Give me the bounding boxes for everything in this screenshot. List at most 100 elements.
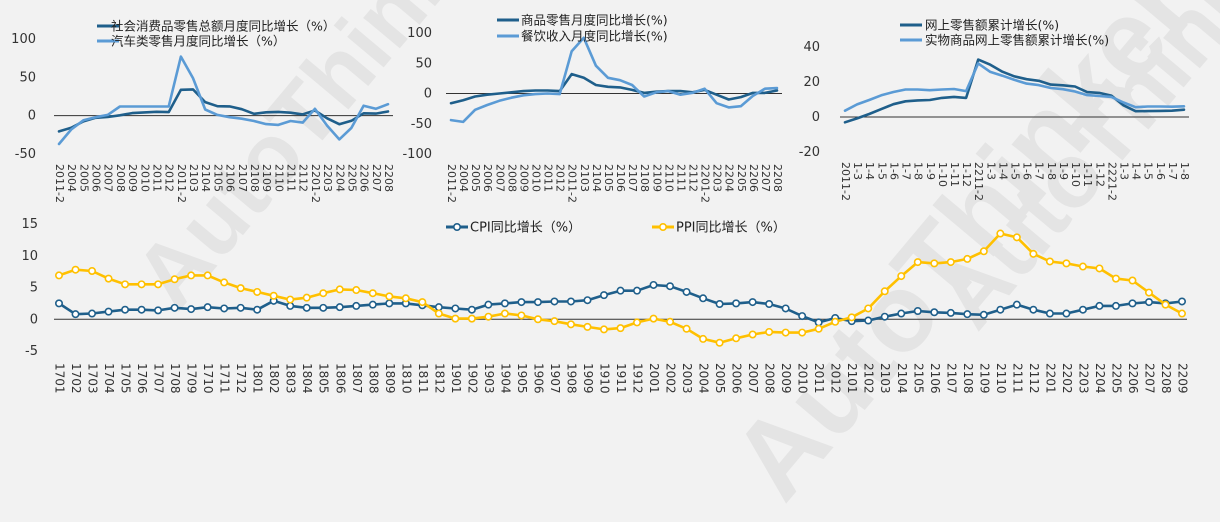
x-tick-label: 1707 <box>152 363 166 394</box>
x-tick-label: 2012 <box>554 164 567 192</box>
x-tick-label: 1-5 <box>875 162 888 180</box>
x-tick-label: 1-8 <box>912 162 925 180</box>
data-point <box>434 309 443 318</box>
data-point <box>550 297 559 306</box>
data-point <box>418 298 427 307</box>
data-point <box>137 305 146 314</box>
legend-label: 社会消费品零售总额月度同比增长（%） <box>111 19 335 34</box>
x-tick-label: 2004 <box>457 164 470 192</box>
cpi-ppi-chart: -5 0 5 10 15 1701 1702 1703 1704 1705 1706 1707 1708… <box>21 217 1189 394</box>
x-tick-label: 2205 <box>1109 363 1123 394</box>
x-tick-label: 2008 <box>763 363 777 394</box>
x-tick-label: 1710 <box>201 363 215 394</box>
data-point <box>633 318 642 327</box>
x-tick-label: 2010 <box>138 164 151 192</box>
data-point <box>253 287 262 296</box>
x-tick-label: 1907 <box>548 363 562 394</box>
x-tick-label: 1807 <box>350 363 364 394</box>
x-tick-label: 2012 <box>829 363 843 394</box>
x-tick-label: 2207 <box>1142 363 1156 394</box>
data-point <box>781 328 790 337</box>
data-point <box>715 338 724 347</box>
data-point <box>781 304 790 313</box>
x-tick-label: 1909 <box>581 363 595 394</box>
data-point <box>566 320 575 329</box>
data-point <box>154 306 163 315</box>
x-tick-label: 2204 <box>333 164 346 192</box>
x-tick-label: 2201 <box>1043 363 1057 394</box>
data-point <box>335 285 344 294</box>
x-tick-label: 1708 <box>168 363 182 394</box>
data-point <box>682 324 691 333</box>
x-tick-label: 1705 <box>119 363 133 394</box>
x-tick-label: 1-8 <box>1045 162 1058 180</box>
data-point <box>1078 305 1087 314</box>
x-tick-label: 1-11 <box>1081 162 1094 187</box>
x-tick-label: 2211-2 <box>972 162 985 201</box>
x-tick-label: 1712 <box>234 363 248 394</box>
legend-label: 商品零售月度同比增长(%) <box>521 13 668 28</box>
data-point <box>1095 264 1104 273</box>
data-point <box>319 289 328 298</box>
data-point <box>550 317 559 326</box>
data-point <box>996 305 1005 314</box>
data-point <box>847 313 856 322</box>
data-point <box>666 317 675 326</box>
legend-label: 餐饮收入月度同比增长(%) <box>521 29 668 44</box>
data-point <box>269 291 278 300</box>
data-point <box>451 304 460 313</box>
x-tick-label: 1711 <box>218 363 232 394</box>
x-tick-label: 1805 <box>317 363 331 394</box>
data-point <box>1161 300 1170 309</box>
x-tick-label: 1-5 <box>1009 162 1022 180</box>
data-point <box>484 300 493 309</box>
x-tick-label: 1911 <box>614 363 628 394</box>
data-point <box>154 280 163 289</box>
x-tick-label: 1904 <box>498 363 512 394</box>
data-point <box>732 299 741 308</box>
data-point <box>666 282 675 291</box>
x-tick-label: 2203 <box>1076 363 1090 394</box>
y-tick-label: -5 <box>25 344 38 359</box>
x-tick-label: 2206 <box>1126 363 1140 394</box>
x-tick-label: 2103 <box>187 164 200 192</box>
x-tick-label: 1910 <box>597 363 611 394</box>
x-tick-label: 2011-2 <box>53 164 66 203</box>
data-point <box>533 315 542 324</box>
x-tick-label: 2111 <box>285 164 298 192</box>
x-tick-label: 1-3 <box>984 162 997 180</box>
data-point <box>946 308 955 317</box>
data-point <box>137 280 146 289</box>
data-point <box>467 314 476 323</box>
data-point <box>1012 300 1021 309</box>
series-line-2 <box>449 36 779 124</box>
y-tick-label: 0 <box>30 312 38 327</box>
data-point <box>583 322 592 331</box>
x-tick-label: 2012 <box>163 164 176 192</box>
x-tick-label: 2202 <box>1060 363 1074 394</box>
data-point <box>368 300 377 309</box>
data-point <box>1144 288 1153 297</box>
data-point <box>1045 257 1054 266</box>
legend-label: 汽车类零售月度同比增长（%） <box>111 34 285 49</box>
data-point <box>220 304 229 313</box>
x-tick-label: 2103 <box>878 363 892 394</box>
data-point <box>814 324 823 333</box>
data-point <box>385 292 394 301</box>
data-point <box>583 296 592 305</box>
data-point <box>335 303 344 312</box>
data-point <box>434 303 443 312</box>
data-point <box>368 289 377 298</box>
data-point <box>566 297 575 306</box>
x-tick-label: 2111 <box>1010 363 1024 394</box>
data-point <box>352 286 361 295</box>
data-point <box>765 327 774 336</box>
data-point <box>104 307 113 316</box>
x-tick-label: 2102 <box>862 363 876 394</box>
data-point <box>170 275 179 284</box>
x-tick-label: 2208 <box>382 164 395 192</box>
data-point <box>913 306 922 315</box>
x-tick-label: 2106 <box>224 164 237 192</box>
x-tick-label: 2201-2 <box>699 164 712 203</box>
